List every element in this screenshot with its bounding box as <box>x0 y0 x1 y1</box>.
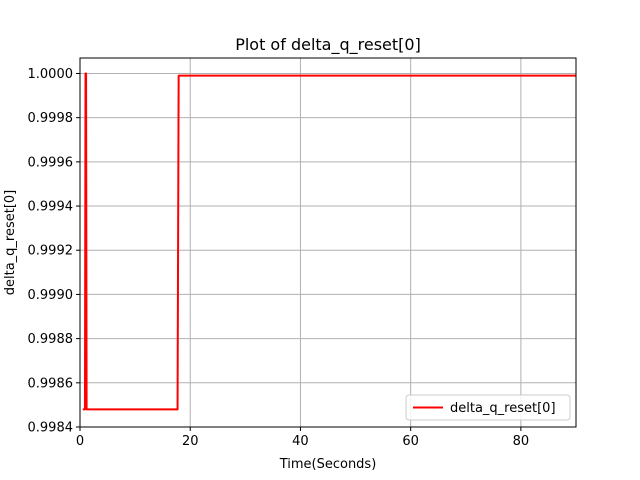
y-tick-label: 0.9990 <box>28 288 74 303</box>
tick-marks <box>76 72 522 431</box>
x-tick-label: 80 <box>513 434 530 449</box>
y-tick-label: 0.9988 <box>28 332 74 347</box>
x-tick-label: 60 <box>402 434 419 449</box>
x-axis-label: Time(Seconds) <box>279 457 377 472</box>
y-tick-label: 0.9984 <box>28 421 74 436</box>
grid-lines <box>79 58 576 428</box>
tick-labels: 0 20 40 60 80 0.9984 0.9986 0.9988 0.9990 0.9992 0… <box>28 67 530 449</box>
y-tick-label: 0.9994 <box>28 200 74 215</box>
series-layer <box>82 72 576 411</box>
legend-box <box>405 394 571 421</box>
axes-frame <box>79 57 577 428</box>
x-tick-label: 40 <box>292 434 309 449</box>
x-tick-label: 0 <box>76 434 84 449</box>
legend-label-delta-q-reset: delta_q_reset[0] <box>450 401 556 416</box>
y-tick-label: 0.9986 <box>28 376 74 391</box>
chart-title: Plot of delta_q_reset[0] <box>235 35 421 55</box>
y-tick-label: 0.9996 <box>28 155 74 170</box>
y-axis-label: delta_q_reset[0] <box>3 190 18 296</box>
y-tick-label: 0.9998 <box>28 111 74 126</box>
series-line-delta-q-reset <box>82 72 576 411</box>
x-tick-label: 20 <box>182 434 199 449</box>
y-tick-label: 1.0000 <box>28 67 74 82</box>
legend: delta_q_reset[0] <box>405 394 571 421</box>
y-tick-label: 0.9992 <box>28 244 74 259</box>
